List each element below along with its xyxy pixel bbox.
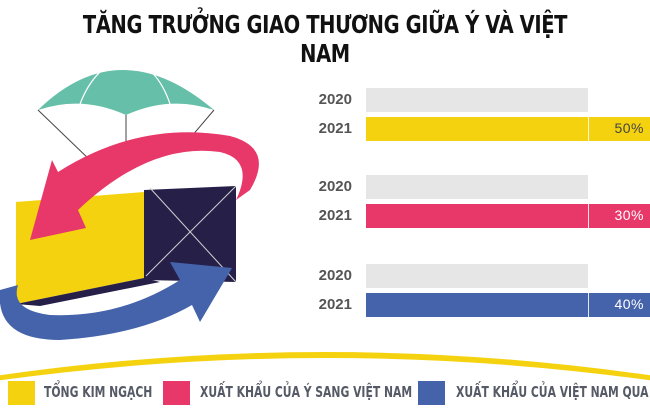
year-label-2021: 2021 xyxy=(318,296,352,313)
growth-label: 30% xyxy=(614,207,644,223)
legend-label-total: TỔNG KIM NGẠCH xyxy=(44,383,153,401)
year-label-2020: 2020 xyxy=(318,178,352,195)
bar-divider xyxy=(588,293,589,317)
bar-group-total: 2020 2021 50% xyxy=(300,88,650,158)
bar-2021-italy-to-vietnam: 30% xyxy=(366,204,650,228)
legend-swatch-italy-to-vietnam xyxy=(163,381,190,405)
legend-label-italy-to-vietnam: XUẤT KHẨU CỦA Ý SANG VIỆT NAM xyxy=(200,383,413,401)
bar-divider xyxy=(588,204,589,228)
bar-2021-total: 50% xyxy=(366,117,650,141)
box-icon xyxy=(16,185,237,306)
blue-arrow-icon xyxy=(0,262,232,340)
bar-2020-total xyxy=(366,88,588,112)
pink-arrow-icon xyxy=(30,132,259,240)
bar-group-vietnam-to-italy: 2020 2021 40% xyxy=(300,264,650,334)
year-label-2021: 2021 xyxy=(318,120,352,137)
year-label-2021: 2021 xyxy=(318,207,352,224)
growth-label: 40% xyxy=(614,296,644,312)
bar-2020-vietnam-to-italy xyxy=(366,264,588,288)
parachute-box-illustration xyxy=(0,57,259,340)
arc-divider xyxy=(0,352,650,381)
growth-label: 50% xyxy=(614,120,644,136)
year-label-2020: 2020 xyxy=(318,267,352,284)
year-label-2020: 2020 xyxy=(318,91,352,108)
legend: TỔNG KIM NGẠCH XUẤT KHẨU CỦA Ý SANG VIỆT… xyxy=(0,381,650,407)
bar-divider xyxy=(588,117,589,141)
bar-2021-vietnam-to-italy: 40% xyxy=(366,293,650,317)
legend-label-vietnam-to-italy: XUẤT KHẨU CỦA VIỆT NAM QUA Ý xyxy=(456,383,650,401)
bar-group-italy-to-vietnam: 2020 2021 30% xyxy=(300,175,650,245)
legend-swatch-total xyxy=(8,381,35,405)
bar-2020-italy-to-vietnam xyxy=(366,175,588,199)
chart-title: TĂNG TRƯỞNG GIAO THƯƠNG GIỮA Ý VÀ VIỆT N… xyxy=(82,10,568,68)
legend-swatch-vietnam-to-italy xyxy=(418,381,445,405)
